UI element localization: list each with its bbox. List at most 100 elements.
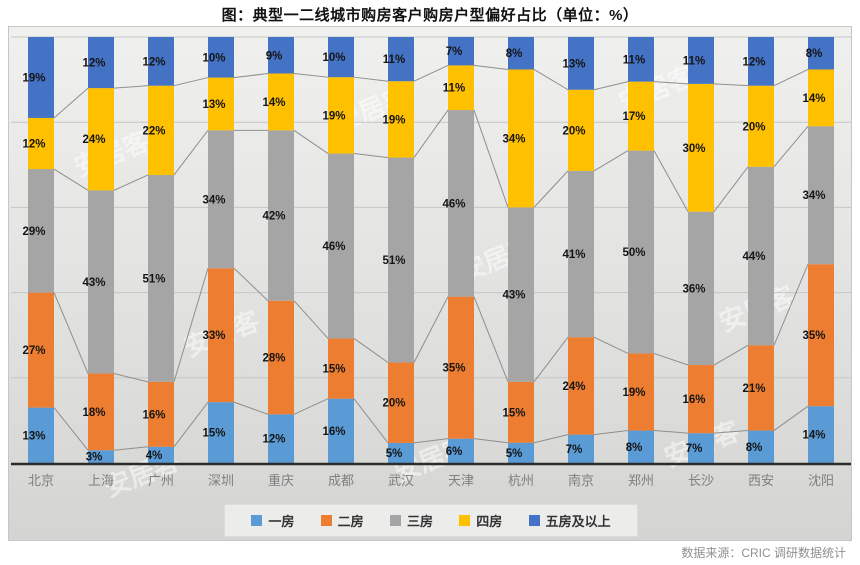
series-connector-line xyxy=(413,109,449,158)
data-label: 35% xyxy=(802,330,825,342)
series-connector-line xyxy=(173,130,209,176)
legend-label: 四房 xyxy=(476,514,503,529)
bar-segment xyxy=(268,414,294,463)
legend-item: 五房及以上 xyxy=(528,511,611,530)
data-label: 34% xyxy=(502,133,525,145)
series-connector-line xyxy=(533,170,569,208)
bar-segment xyxy=(808,264,834,407)
x-axis-label: 郑州 xyxy=(628,473,654,488)
bar-segment xyxy=(268,130,294,301)
bar-segment xyxy=(88,450,114,463)
bar-segment xyxy=(448,65,474,111)
data-label: 44% xyxy=(742,251,765,263)
bar-segment xyxy=(508,442,534,463)
bar-segment xyxy=(388,157,414,363)
data-label: 9% xyxy=(266,50,283,62)
data-label: 17% xyxy=(622,111,645,123)
data-label: 15% xyxy=(322,364,345,376)
bar-segment xyxy=(808,69,834,127)
legend-item: 一房 xyxy=(251,511,294,530)
bar-segment xyxy=(208,130,234,269)
series-connector-line xyxy=(593,81,629,91)
x-axis-label: 重庆 xyxy=(268,473,294,488)
data-label: 21% xyxy=(742,383,765,395)
data-label: 10% xyxy=(322,52,345,64)
bar-segment xyxy=(508,37,534,70)
bar-segment xyxy=(148,37,174,86)
x-axis-label: 杭州 xyxy=(508,473,534,488)
plot-canvas: 安居客安居客安居客安居客安居客安居客安居客安居客安居客13%27%29%12%1… xyxy=(11,36,851,503)
data-label: 20% xyxy=(742,121,765,133)
bar-segment xyxy=(508,207,534,382)
series-connector-line xyxy=(473,109,509,208)
data-label: 14% xyxy=(262,97,285,109)
data-label: 6% xyxy=(446,446,463,458)
bar-segment xyxy=(268,300,294,415)
data-label: 35% xyxy=(442,363,465,375)
series-connector-line xyxy=(113,446,149,451)
data-label: 16% xyxy=(682,394,705,406)
data-label: 7% xyxy=(446,46,463,58)
data-label: 12% xyxy=(742,56,765,68)
series-connector-line xyxy=(353,76,389,82)
bar-segment xyxy=(808,37,834,70)
data-label: 12% xyxy=(82,58,105,70)
data-label: 29% xyxy=(22,226,45,238)
series-connector-line xyxy=(53,407,89,451)
bar-segment xyxy=(688,365,714,434)
x-axis-label: 沈阳 xyxy=(808,473,834,488)
bar-segment xyxy=(628,430,654,463)
data-label: 5% xyxy=(386,448,403,460)
bar-segment xyxy=(28,117,54,170)
data-label: 4% xyxy=(146,450,163,462)
bar-segment xyxy=(508,381,534,443)
series-connector-line xyxy=(773,405,809,431)
chart-area: 安居客安居客安居客安居客安居客安居客安居客安居客安居客13%27%29%12%1… xyxy=(8,26,852,541)
series-connector-line xyxy=(413,438,449,444)
legend-item: 三房 xyxy=(389,511,433,530)
bar-segment xyxy=(148,381,174,447)
bar-segment xyxy=(448,438,474,463)
data-label: 11% xyxy=(383,54,405,66)
data-label: 19% xyxy=(322,110,345,122)
bar-segment xyxy=(508,69,534,208)
bar-segment xyxy=(208,37,234,78)
legend-item: 四房 xyxy=(459,511,502,530)
series-connector-line xyxy=(233,267,269,302)
data-label: 30% xyxy=(682,143,705,155)
series-connector-line xyxy=(293,300,329,339)
data-label: 43% xyxy=(82,277,105,289)
bar-segment xyxy=(388,442,414,463)
bar-segment xyxy=(388,362,414,443)
series-connector-line xyxy=(293,129,329,154)
data-label: 27% xyxy=(22,345,45,357)
bar-segment xyxy=(208,268,234,403)
bar-segment xyxy=(688,83,714,212)
legend-swatch-icon xyxy=(459,515,471,526)
bar-segment xyxy=(568,170,594,338)
data-label: 28% xyxy=(262,353,285,365)
data-label: 8% xyxy=(746,442,763,454)
series-connector-line xyxy=(473,64,509,70)
series-connector-line xyxy=(593,430,629,436)
bar-segment xyxy=(808,406,834,463)
series-connector-line xyxy=(533,69,569,91)
bar-segment xyxy=(388,37,414,82)
data-label: 46% xyxy=(442,198,465,210)
x-axis-label: 天津 xyxy=(448,473,474,488)
x-axis-label: 武汉 xyxy=(388,473,414,488)
x-axis-label: 深圳 xyxy=(208,473,234,488)
x-axis-label: 上海 xyxy=(88,473,114,488)
bar-segment xyxy=(88,88,114,191)
data-label: 10% xyxy=(202,52,225,64)
bar-segment xyxy=(328,398,354,463)
bar-segment xyxy=(748,85,774,167)
data-label: 46% xyxy=(322,241,345,253)
data-label: 8% xyxy=(806,48,823,60)
series-connector-line xyxy=(413,64,449,82)
bar-segment xyxy=(448,110,474,297)
series-connector-line xyxy=(113,373,149,383)
data-label: 51% xyxy=(142,273,165,285)
legend-swatch-icon xyxy=(389,515,401,526)
bar-segment xyxy=(148,85,174,175)
